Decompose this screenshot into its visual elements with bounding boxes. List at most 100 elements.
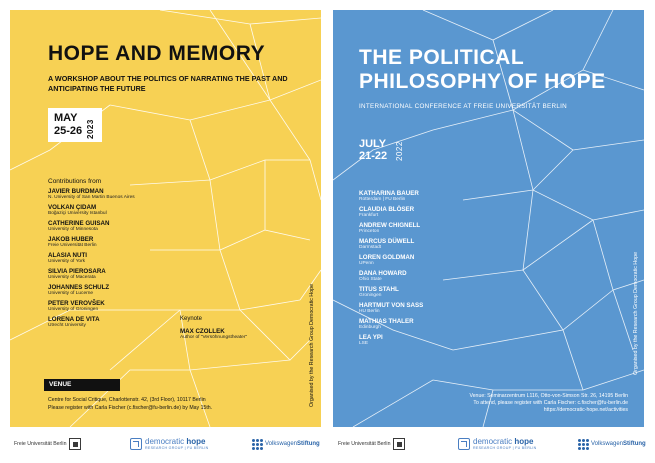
democratic-hope-logo: democratic hope RESEARCH GROUP | FU BERL… — [458, 436, 537, 452]
fu-berlin-logo: Freie Universität Berlin — [338, 436, 406, 452]
speaker-affiliation: UPenn — [359, 261, 374, 266]
volkswagen-stiftung-logo: VolkswagenStiftung — [578, 436, 646, 452]
venue-label-bar: VENUE — [44, 379, 120, 391]
keynote-name: MAX CZOLLEK — [180, 328, 225, 335]
venue-details: Centre for Social Critique, Charlottenst… — [48, 397, 308, 412]
participant-name: LORENA DE VITA — [48, 316, 100, 323]
speaker-name: TITUS STAHL — [359, 286, 399, 293]
date-year: 2023 — [86, 119, 95, 139]
speaker-item: DANA HOWARD Ohio State — [359, 270, 559, 283]
vw-logo-text: VolkswagenStiftung — [591, 441, 646, 447]
organizer-vertical-text: Organised by the Research Group Democrat… — [309, 283, 315, 407]
geometric-line-pattern — [333, 10, 644, 427]
venue-address: Venue: Seminarzentrum L116, Otto-von-Sim… — [469, 393, 629, 399]
speaker-affiliation: LSE — [359, 341, 369, 346]
speaker-item: MATHIAS THALER Edinburgh — [359, 318, 559, 331]
volkswagen-stiftung-icon — [578, 439, 589, 450]
dh-logo-word2: hope — [514, 437, 534, 446]
speaker-item: TITUS STAHL Groningen — [359, 286, 559, 299]
fu-logo-text: Freie Universität Berlin — [338, 441, 391, 447]
dh-logo-subtext: RESEARCH GROUP | FU BERLIN — [145, 446, 209, 450]
volkswagen-stiftung-icon — [252, 439, 263, 450]
speaker-item: MARCUS DÜWELL Darmstadt — [359, 238, 559, 251]
poster-subtitle: INTERNATIONAL CONFERENCE AT FREIE UNIVER… — [359, 103, 568, 110]
speaker-list: KATHARINA BAUER Rotterdam | FU Berlin CLA… — [359, 190, 559, 350]
dh-logo-word1: democratic — [473, 437, 513, 446]
speaker-name: MATHIAS THALER — [359, 318, 414, 325]
participant-name: JAKOB HUBER — [48, 236, 94, 243]
venue-registration: Please register with Carla Fischer (c.fi… — [48, 404, 213, 411]
participant-item: VOLKAN ÇIDAM Boğaziçi University Istanbul — [48, 204, 248, 217]
participant-affiliation: Utrecht University — [48, 323, 86, 328]
participant-name: SILVIA PIEROSARA — [48, 268, 106, 275]
participant-item: ALASIA NUTI University of York — [48, 252, 248, 265]
participant-affiliation: University of Lucerne — [48, 291, 94, 296]
venue-address: Centre for Social Critique, Charlottenst… — [48, 397, 206, 403]
democratic-hope-icon — [130, 438, 142, 450]
participant-name: JAVIER BURDMAN — [48, 188, 104, 195]
poster-title-line2: PHILOSOPHY OF HOPE — [359, 70, 606, 93]
keynote-label: Keynote — [180, 316, 203, 322]
dh-logo-word1: democratic — [145, 437, 185, 446]
participant-affiliation: University of Macerata — [48, 275, 96, 280]
participant-name: VOLKAN ÇIDAM — [48, 204, 97, 211]
participant-item: LORENA DE VITA Utrecht University — [48, 316, 248, 329]
dh-logo-subtext: RESEARCH GROUP | FU BERLIN — [473, 446, 537, 450]
fu-berlin-logo: Freie Universität Berlin — [14, 436, 82, 452]
speaker-name: KATHARINA BAUER — [359, 190, 419, 197]
speaker-name: LEA YPI — [359, 334, 383, 341]
speaker-affiliation: Rotterdam | FU Berlin — [359, 197, 406, 202]
speaker-affiliation: Groningen — [359, 293, 382, 298]
vw-logo-word1: Volkswagen — [591, 441, 624, 447]
speaker-item: HARTMUT VON SASS HU Berlin — [359, 302, 559, 315]
venue-link[interactable]: https://democratic-hope.net/activities — [543, 407, 628, 413]
speaker-name: LOREN GOLDMAN — [359, 254, 415, 261]
poster-subtitle: A WORKSHOP ABOUT THE POLITICS OF NARRATI… — [48, 74, 288, 93]
speaker-item: LOREN GOLDMAN UPenn — [359, 254, 559, 267]
participant-item: PETER VEROVŠEK University of Groningen — [48, 300, 248, 313]
keynote-affiliation: Author of "Versöhnungstheater" — [180, 335, 248, 340]
speaker-affiliation: Ohio State — [359, 277, 382, 282]
speaker-name: ANDREW CHIGNELL — [359, 222, 421, 229]
speaker-item: CLAUDIA BLÖSER Frankfurt — [359, 206, 559, 219]
speaker-item: KATHARINA BAUER Rotterdam | FU Berlin — [359, 190, 559, 203]
dh-logo-text: democratic hope — [145, 438, 209, 446]
democratic-hope-logo: democratic hope RESEARCH GROUP | FU BERL… — [130, 436, 209, 452]
speaker-item: LEA YPI LSE — [359, 334, 559, 347]
vw-logo-word1: Volkswagen — [265, 441, 298, 447]
speaker-affiliation: Edinburgh — [359, 325, 381, 330]
date-days: 25-26 — [54, 125, 83, 137]
venue-details: Venue: Seminarzentrum L116, Otto-von-Sim… — [368, 393, 629, 414]
participant-affiliation: N. University of San Martin Buenos Aires — [48, 195, 135, 200]
speaker-affiliation: HU Berlin — [359, 309, 380, 314]
volkswagen-stiftung-logo: VolkswagenStiftung — [252, 436, 320, 452]
participant-item: SILVIA PIEROSARA University of Macerata — [48, 268, 248, 281]
participant-name: ALASIA NUTI — [48, 252, 87, 259]
speaker-name: HARTMUT VON SASS — [359, 302, 424, 309]
date-text: MAY 25-26 — [54, 112, 82, 138]
fu-seal-icon — [393, 438, 406, 450]
democratic-hope-icon — [458, 438, 470, 450]
poster-hope-and-memory: HOPE AND MEMORY A WORKSHOP ABOUT THE POL… — [10, 10, 321, 427]
participant-item: JAVIER BURDMAN N. University of San Marti… — [48, 188, 248, 201]
venue-label: VENUE — [49, 381, 72, 388]
speaker-affiliation: Darmstadt — [359, 245, 382, 250]
participant-affiliation: Freie Universität Berlin — [48, 243, 97, 248]
vw-logo-word2: Stiftung — [297, 441, 320, 447]
poster-title: HOPE AND MEMORY — [48, 42, 266, 65]
participant-item: JOHANNES SCHULZ University of Lucerne — [48, 284, 248, 297]
organizer-vertical-text: Organised by the Research Group Democrat… — [633, 251, 639, 375]
participant-name: JOHANNES SCHULZ — [48, 284, 110, 291]
participant-affiliation: University of Minnesota — [48, 227, 98, 232]
participant-name: PETER VEROVŠEK — [48, 300, 105, 307]
speaker-name: DANA HOWARD — [359, 270, 407, 277]
participant-affiliation: University of York — [48, 259, 86, 264]
contributions-label: Contributions from — [48, 178, 102, 185]
fu-seal-icon — [69, 438, 82, 450]
poster-title: THE POLITICAL PHILOSOPHY OF HOPE — [359, 46, 606, 94]
dh-logo-word2: hope — [186, 437, 206, 446]
participant-item: CATHERINE GUISAN University of Minnesota — [48, 220, 248, 233]
poster-political-philosophy-of-hope: THE POLITICAL PHILOSOPHY OF HOPE INTERNA… — [333, 10, 644, 427]
participant-affiliation: Boğaziçi University Istanbul — [48, 211, 107, 216]
date-box: MAY 25-26 2023 — [48, 108, 102, 142]
